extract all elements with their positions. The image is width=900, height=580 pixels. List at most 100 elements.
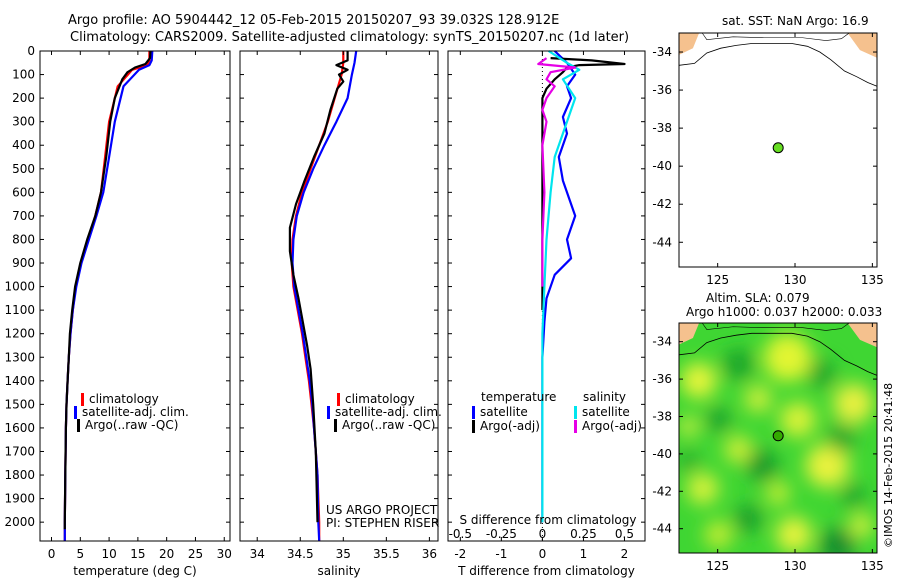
x-tick-label: 36	[422, 547, 437, 561]
map-y-tick-label: -40	[652, 447, 672, 461]
x2-tick-label: 0.25	[570, 527, 597, 541]
sla-anomaly-blob	[722, 348, 755, 381]
sla-anomaly-blob	[841, 483, 866, 508]
x-tick-label: 35	[336, 547, 351, 561]
land-patch	[679, 33, 700, 55]
map-y-tick-label: -44	[652, 235, 672, 249]
credit-project: US ARGO PROJECT	[326, 503, 438, 517]
sla-panel-title-1: Altim. SLA: 0.079	[706, 291, 810, 305]
y-tick-label: 100	[12, 68, 35, 82]
coast-contour	[701, 322, 850, 331]
x-tick-label: 15	[130, 547, 145, 561]
sla-anomaly-blob	[833, 383, 874, 424]
y-tick-label: 1100	[4, 303, 35, 317]
figure-title-line2: Climatology: CARS2009. Satellite-adjuste…	[70, 30, 630, 45]
y-tick-label: 1500	[4, 397, 35, 411]
legend-s-satellite-swatch	[574, 406, 577, 419]
y-tick-label: 1700	[4, 444, 35, 458]
map-x-tick-label: 125	[706, 273, 729, 287]
legend-climatology-label: climatology	[345, 392, 415, 406]
legend-s-argo-label: Argo(-adj)	[582, 419, 642, 433]
x-tick-label: 20	[159, 547, 174, 561]
argo-float-location	[772, 142, 784, 154]
legend-climatology-label: climatology	[89, 392, 159, 406]
y-tick-label: 600	[12, 185, 35, 199]
y-tick-label: 1000	[4, 280, 35, 294]
legend-t-satellite-swatch	[472, 406, 475, 419]
map-y-tick-label: -42	[652, 197, 672, 211]
legend-satellite-label: satellite-adj. clim.	[82, 405, 189, 419]
map-frame	[678, 32, 878, 268]
series-line-temperature-2	[63, 50, 152, 530]
map-y-tick-label: -38	[652, 409, 672, 423]
sla-anomaly-blob	[819, 528, 856, 553]
map-x-tick-label: 135	[861, 273, 884, 287]
y-tick-label: 800	[12, 232, 35, 246]
sla-anomaly-blob	[679, 416, 699, 437]
sla-anomaly-blob	[807, 359, 836, 388]
x-axis-label: temperature (deg C)	[73, 564, 196, 578]
sla-anomaly-blob	[746, 449, 779, 482]
x-tick-label: 0	[539, 547, 547, 561]
sla-anomaly-blob	[763, 333, 812, 382]
map-x-tick-label: 135	[861, 559, 884, 573]
legend-satellite-swatch	[327, 406, 330, 419]
x2-tick-label: -0.5	[449, 527, 472, 541]
y-tick-label: 700	[12, 209, 35, 223]
map-y-tick-label: -34	[652, 45, 672, 59]
legend-argo-label: Argo(..raw -QC)	[85, 418, 178, 432]
land-patch	[847, 323, 877, 348]
sla-anomaly-blob	[734, 504, 763, 533]
map-y-tick-label: -44	[652, 522, 672, 536]
map-panel-sla_map: 125 130 135 -34 -36 -38 -40 -42 -44	[652, 322, 884, 573]
sla-anomaly-blob	[706, 407, 731, 432]
y-tick-label: 1600	[4, 421, 35, 435]
x-tick-label: -2	[454, 547, 466, 561]
x-tick-label: 25	[188, 547, 203, 561]
x-tick-label: 0	[48, 547, 56, 561]
axes-frame	[239, 50, 439, 542]
legend-t-argo-label: Argo(-adj)	[480, 419, 540, 433]
axes-frame	[447, 50, 646, 542]
sla-anomaly-blob	[686, 472, 719, 505]
map-x-tick-label: 125	[706, 559, 729, 573]
figure-title-line1: Argo profile: AO 5904442_12 05-Feb-2015 …	[68, 13, 560, 28]
map-y-tick-label: -36	[652, 83, 672, 97]
sla-panel-title-2: Argo h1000: 0.037 h2000: 0.033	[686, 305, 882, 319]
shelf-contour	[678, 332, 878, 376]
axes-frame	[39, 50, 231, 542]
x-tick-label: 5	[76, 547, 84, 561]
map-panel-sst_map: 125 130 135 -34 -36 -38 -40 -42 -44	[652, 32, 884, 287]
x-tick-label: 35.5	[373, 547, 400, 561]
y-tick-label: 0	[27, 44, 35, 58]
series-line-difference-3	[537, 57, 577, 287]
y-tick-label: 1900	[4, 492, 35, 506]
land-patch	[847, 33, 877, 58]
legend-climatology-swatch	[81, 393, 84, 406]
y-tick-label: 1400	[4, 374, 35, 388]
series-line-salinity-1	[291, 50, 358, 542]
sla-anomaly-blob	[679, 451, 699, 471]
legend-argo-swatch	[334, 419, 337, 432]
legend-satellite-label: satellite-adj. clim.	[335, 405, 442, 419]
series-line-difference-2	[541, 50, 581, 523]
land-patch	[679, 323, 700, 345]
sla-anomaly-blob	[775, 516, 812, 553]
x-tick-label: 34.5	[287, 547, 314, 561]
x-tick-label: 10	[101, 547, 116, 561]
sla-anomaly-blob	[680, 362, 717, 399]
legend-satellite-swatch	[74, 406, 77, 419]
map-y-tick-label: -42	[652, 484, 672, 498]
x-tick-label: 1	[580, 547, 588, 561]
y-tick-label: 400	[12, 138, 35, 152]
legend-s-satellite-label: satellite	[582, 405, 630, 419]
profile-panel-salinity: 34 34.5 35 35.5 36 salinity	[239, 50, 439, 578]
series-line-salinity-2	[288, 51, 349, 523]
x-tick-label: -1	[495, 547, 507, 561]
x-axis-label: salinity	[317, 564, 360, 578]
map-frame	[678, 322, 878, 554]
sla-anomaly-blob	[779, 401, 816, 438]
sla-field	[679, 323, 877, 553]
